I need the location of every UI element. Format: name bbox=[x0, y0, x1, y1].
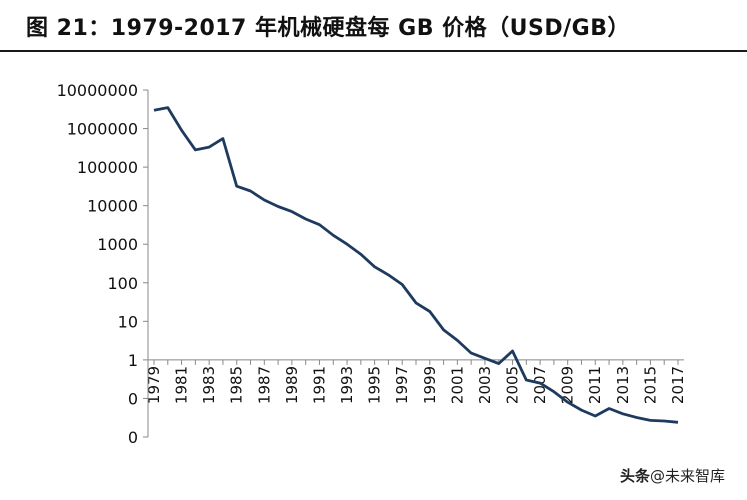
y-tick-label: 0 bbox=[128, 428, 138, 447]
series-line bbox=[153, 106, 679, 424]
x-tick-label: 1979 bbox=[145, 366, 163, 404]
x-tick-label: 1983 bbox=[200, 366, 218, 404]
x-tick-label: 1987 bbox=[255, 366, 273, 404]
x-tick-label: 1981 bbox=[173, 366, 191, 404]
x-tick-label: 1999 bbox=[421, 366, 439, 404]
watermark-account: @未来智库 bbox=[649, 467, 725, 485]
x-tick-label: 2009 bbox=[559, 366, 577, 404]
y-tick-label: 0 bbox=[128, 389, 138, 408]
y-tick-label: 1000 bbox=[97, 235, 138, 254]
y-axis-ticks: 0 0 1 10 100 1000 10000 100000 1000000 10000000 bbox=[57, 81, 148, 447]
chart-title: 图 21：1979-2017 年机械硬盘每 GB 价格（USD/GB） bbox=[26, 16, 631, 41]
x-tick-label: 2011 bbox=[586, 366, 604, 404]
watermark-logo: 头条 bbox=[619, 467, 650, 485]
y-tick-label: 10000 bbox=[87, 197, 138, 216]
x-tick-label: 1997 bbox=[393, 366, 411, 404]
watermark: 头条@未来智库 bbox=[620, 465, 725, 486]
y-tick-label: 10000000 bbox=[57, 81, 138, 100]
x-tick-label: 2007 bbox=[531, 366, 549, 404]
x-tick-label: 1991 bbox=[310, 366, 328, 404]
x-tick-label: 1985 bbox=[228, 366, 246, 404]
x-tick-label: 2003 bbox=[476, 366, 494, 404]
y-tick-label: 100 bbox=[107, 274, 138, 293]
x-axis-ticks: 1979 1981 1983 1985 1987 1989 1991 1993 1995 1997… bbox=[145, 359, 687, 404]
x-tick-label: 1989 bbox=[283, 366, 301, 404]
x-tick-label: 2015 bbox=[641, 366, 659, 404]
title-bar: 图 21：1979-2017 年机械硬盘每 GB 价格（USD/GB） bbox=[0, 0, 747, 52]
x-tick-label: 1995 bbox=[366, 366, 384, 404]
x-tick-label: 1993 bbox=[338, 366, 356, 404]
x-tick-label: 2013 bbox=[614, 366, 632, 404]
x-tick-label: 2005 bbox=[504, 366, 522, 404]
x-tick-label: 2017 bbox=[669, 366, 687, 404]
y-tick-label: 10 bbox=[118, 312, 138, 331]
y-tick-label: 1000000 bbox=[67, 120, 138, 139]
y-tick-label: 1 bbox=[128, 351, 138, 370]
x-tick-label: 2001 bbox=[448, 366, 466, 404]
y-tick-label: 100000 bbox=[77, 158, 138, 177]
